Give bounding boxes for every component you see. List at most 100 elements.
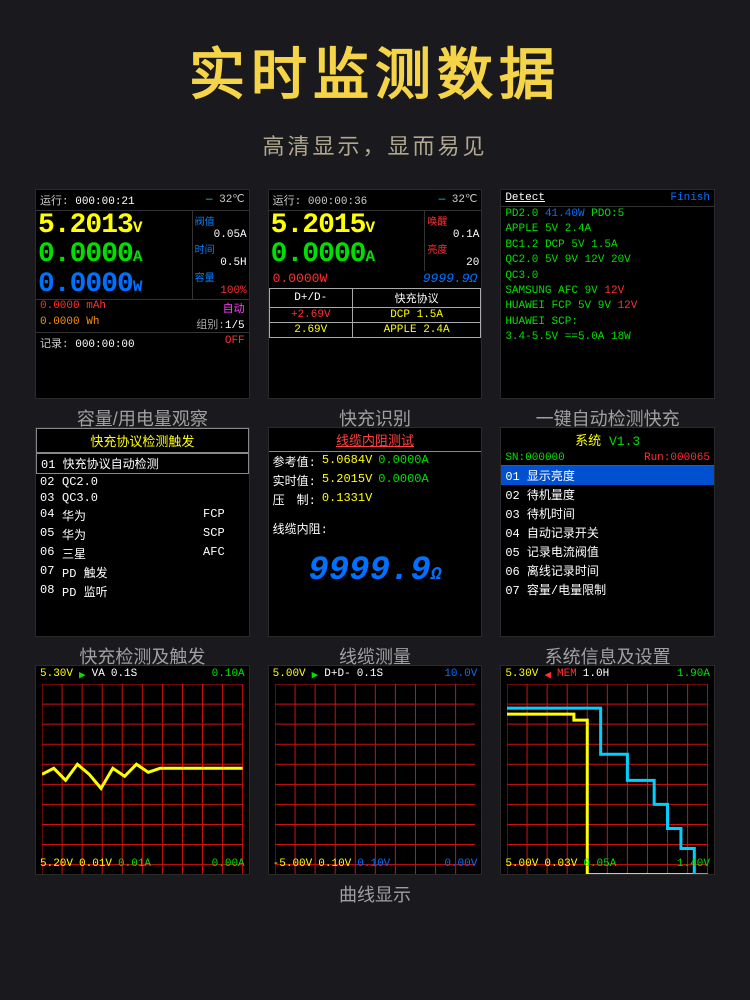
p4-selected[interactable]: 01 快充协议自动检测 (36, 453, 249, 474)
p1-thresh-val: 0.05A (195, 229, 247, 241)
p1-power: 0.0000 (38, 269, 133, 300)
p1-time-val: 0.5H (195, 257, 247, 269)
p5-rt-v: 5.2015V (322, 472, 372, 489)
caption-p4: 快充检测及触发 (35, 637, 250, 665)
p2-voltage: 5.2015 (271, 210, 366, 241)
p1-run-label: 运行: (40, 196, 69, 208)
p5-press-label: 压 制: (273, 491, 316, 508)
caption-p1: 容量/用电量观察 (35, 399, 250, 427)
p2-voltage-unit: V (365, 219, 375, 237)
p4-item[interactable]: 05华为SCP (36, 525, 249, 544)
p6-sys: 系统 (575, 434, 601, 449)
p3-line: HUAWEI FCP 5V 9V 12V (501, 299, 714, 314)
p5-header: 线缆内阻测试 (269, 428, 482, 452)
p1-power-unit: W (133, 278, 143, 296)
p1-cap-label: 容量 (195, 269, 247, 285)
p6-item[interactable]: 06 离线记录时间 (501, 561, 714, 580)
p1-mah-unit: mAh (86, 300, 106, 312)
p4-item[interactable]: 02QC2.0 (36, 474, 249, 490)
p6-sn-label: SN: (505, 452, 525, 464)
graph-label: ▶ (79, 668, 86, 682)
p6-run-label: Run: (644, 452, 670, 464)
panel-system: 系统 V1.3 SN:000000 Run:000065 01 显示亮度 02 … (500, 427, 715, 637)
p2-r2-v: 2.69V (269, 323, 352, 338)
graph-label: 0.03V (544, 858, 577, 870)
p6-item[interactable]: 07 容量/电量限制 (501, 580, 714, 599)
p5-ref-v: 5.0684V (322, 453, 372, 470)
graph-label: 0.1S (111, 668, 137, 682)
p1-current-unit: A (133, 248, 143, 266)
panel-fastcharge-detect: 运行: 000:00:36 — 32℃ 5.2015V 0.0000A 唤醒 0… (268, 189, 483, 399)
p5-ref-a: 0.0000A (378, 453, 428, 470)
p4-item[interactable]: 07PD 触发 (36, 563, 249, 582)
p6-item[interactable]: 05 记录电流阀值 (501, 542, 714, 561)
graph-label: 0.01V (79, 858, 112, 870)
p3-finish: Finish (670, 192, 710, 204)
p5-press-v: 0.1331V (322, 491, 372, 508)
p3-detect: Detect (505, 192, 545, 204)
p2-th-dpdm: D+/D- (269, 289, 352, 308)
graph-label: 0.05A (583, 858, 616, 870)
p2-current-unit: A (365, 248, 375, 266)
caption-p2: 快充识别 (268, 399, 483, 427)
graph-label: D+D- (324, 668, 350, 682)
p3-line: HUAWEI SCP: (501, 315, 714, 330)
p5-ref-label: 参考值: (273, 453, 316, 470)
graph-label: ▶ (312, 668, 319, 682)
p4-item[interactable]: 06三星AFC (36, 544, 249, 563)
p6-run-val: 000065 (670, 452, 710, 464)
p2-temp: 32℃ (452, 194, 478, 206)
panel-trigger: 快充协议检测触发 01 快充协议自动检测 02QC2.003QC3.004华为F… (35, 427, 250, 637)
graph-label: -5.00V (273, 858, 313, 870)
p3-line: PD2.0 41.40W PDO:5 (501, 207, 714, 222)
graph-label: 0.00A (212, 858, 245, 870)
p6-item[interactable]: 03 待机时间 (501, 504, 714, 523)
p2-power: 0.0000W (273, 271, 328, 286)
p1-thresh-label: 阀值 (195, 213, 247, 229)
p1-voltage: 5.2013 (38, 210, 133, 241)
graph-label: 1.0H (583, 668, 609, 682)
p1-time-label: 时间 (195, 241, 247, 257)
p6-item[interactable]: 02 待机量度 (501, 485, 714, 504)
p3-line: APPLE 5V 2.4A (501, 222, 714, 237)
panel-auto-detect: Detect Finish PD2.0 41.40W PDO:5APPLE 5V… (500, 189, 715, 399)
p1-rec-state: OFF (225, 335, 245, 351)
graph-mem: 5.30V◀MEM1.0H1.90A 5.00V0.03V0.05A1.40V (500, 665, 715, 875)
caption-p6: 系统信息及设置 (500, 637, 715, 665)
p6-sn-val: 000000 (525, 452, 565, 464)
p4-item[interactable]: 03QC3.0 (36, 490, 249, 506)
graph-label: MEM (557, 668, 577, 682)
p4-item[interactable]: 04华为FCP (36, 506, 249, 525)
p4-header: 快充协议检测触发 (36, 428, 249, 453)
p2-r2-p: APPLE 2.4A (352, 323, 480, 338)
p5-rt-a: 0.0000A (378, 472, 428, 489)
graph-label: 0.00V (444, 858, 477, 870)
p3-line: SAMSUNG AFC 9V 12V (501, 284, 714, 299)
p6-item[interactable]: 04 自动记录开关 (501, 523, 714, 542)
p2-r1-v: +2.69V (269, 308, 352, 323)
p4-item[interactable]: 08PD 监听 (36, 582, 249, 601)
caption-p5: 线缆测量 (268, 637, 483, 665)
p1-run-time: 000:00:21 (75, 196, 134, 208)
p6-ver: V1.3 (609, 434, 640, 449)
p2-current: 0.0000 (271, 239, 366, 270)
graph-label: 5.00V (505, 858, 538, 870)
p2-bright-val: 20 (427, 257, 479, 269)
p2-ohm: 9999.9Ω (423, 271, 478, 286)
p2-th-proto: 快充协议 (352, 289, 480, 308)
graph-label: 1.40V (677, 858, 710, 870)
p6-selected[interactable]: 01 显示亮度 (501, 466, 714, 485)
p5-res-unit: Ω (431, 565, 442, 585)
graph-label: 5.00V (273, 668, 306, 682)
graph-label: 5.30V (40, 668, 73, 682)
p2-wake-val: 0.1A (427, 229, 479, 241)
p2-bright-label: 亮度 (427, 241, 479, 257)
main-title: 实时监测数据 (35, 30, 715, 111)
p2-wake-label: 唤醒 (427, 213, 479, 229)
caption-graphs: 曲线显示 (35, 875, 715, 903)
graph-dpdm: 5.00V▶D+D-0.1S10.0V -5.00V0.10V0.10V0.00… (268, 665, 483, 875)
graph-label: 0.1S (357, 668, 383, 682)
p1-cap-val: 100% (195, 285, 247, 297)
p5-res-val: 9999.9 (308, 552, 430, 590)
p3-line: QC2.0 5V 9V 12V 20V (501, 253, 714, 268)
